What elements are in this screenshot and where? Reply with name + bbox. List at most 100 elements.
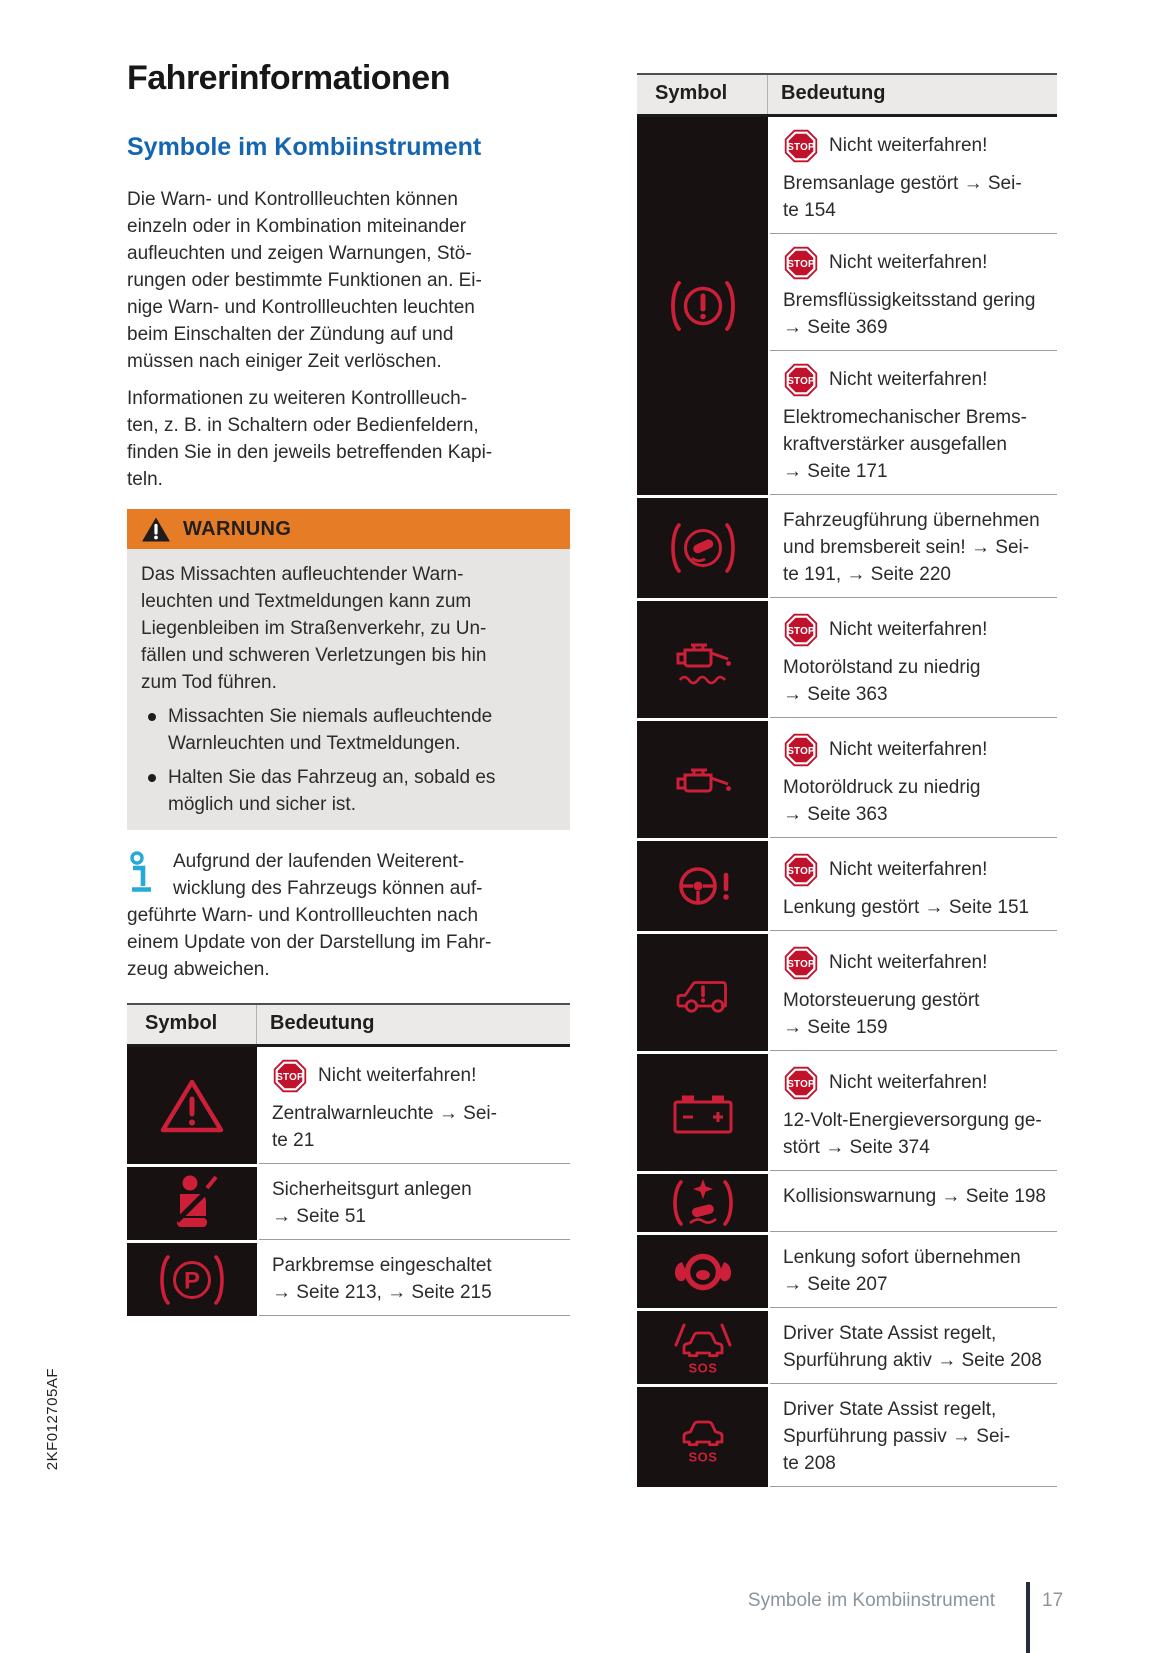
svg-text:STOP: STOP [787, 376, 815, 387]
footer-divider [1026, 1582, 1030, 1653]
stop-label: Nicht weiterfahren! [829, 952, 988, 973]
meaning-cell: STOP Nicht weiterfahren! Zentralwarnleucht… [259, 1047, 570, 1164]
svg-text:STOP: STOP [787, 1079, 815, 1090]
right-column: Symbol Bedeutung STOP Nicht weiterfahren! Br… [637, 73, 1057, 1487]
meaning-entry: Kollisionswarnung → Seite 198 [770, 1174, 1057, 1219]
svg-text:STOP: STOP [787, 866, 815, 877]
meaning-text: Zentralwarnleuchte → Sei- te 21 [272, 1103, 497, 1151]
meaning-cell: STOP Nicht weiterfahren! Motorsteuerung ge… [770, 934, 1057, 1051]
meaning-entry: STOP Nicht weiterfahren! Motorsteuerung ge… [770, 934, 1057, 1050]
meaning-cell: STOP Nicht weiterfahren! Bremsanlage gestö… [770, 117, 1057, 495]
symbol-cell [127, 1167, 257, 1240]
svg-text:SOS: SOS [688, 1360, 717, 1375]
meaning-entry: STOP Nicht weiterfahren! Motoröldruck zu n… [770, 721, 1057, 837]
stop-label: Nicht weiterfahren! [829, 252, 988, 273]
meaning-entry: Lenkung sofort übernehmen → Seite 207 [770, 1235, 1057, 1307]
table-row: Lenkung sofort übernehmen → Seite 207 [637, 1235, 1057, 1308]
meaning-entry: STOP Nicht weiterfahren! Zentralwarnleucht… [259, 1047, 570, 1163]
info-note: Aufgrund der laufenden Weiterent- wicklu… [127, 848, 570, 983]
column-header-bedeutung: Bedeutung [781, 82, 886, 104]
symbol-cell [637, 1235, 768, 1308]
meaning-entry: STOP Nicht weiterfahren! Motorölstand zu n… [770, 601, 1057, 717]
symbol-cell [637, 841, 768, 931]
meaning-text: Motoröldruck zu niedrig → Seite 363 [783, 777, 981, 825]
table-row: STOP Nicht weiterfahren! Zentralwarnleucht… [127, 1047, 570, 1164]
symbol-cell: P [127, 1243, 257, 1316]
meaning-text: Motorsteuerung gestört → Seite 159 [783, 990, 980, 1038]
stop-badge-icon: STOP [783, 1065, 819, 1101]
footer-section-title: Symbole im Kombiinstrument [747, 1590, 995, 1611]
collision-warning-icon [668, 1175, 738, 1231]
meaning-entry: STOP Nicht weiterfahren! Lenkung gestört →… [770, 841, 1057, 930]
stop-badge-icon: STOP [783, 362, 819, 398]
stop-line: STOP Nicht weiterfahren! [783, 945, 1051, 981]
oil-level-icon [672, 633, 734, 687]
symbol-table-left: Symbol Bedeutung STOP Nicht weiterfahren! Ze… [127, 1003, 570, 1316]
meaning-entry: Fahrzeugführung übernehmen und bremsbere… [770, 498, 1057, 597]
lane-passive-sos-icon: SOS [672, 1408, 734, 1466]
stop-badge-icon: STOP [783, 732, 819, 768]
meaning-entry: Parkbremse eingeschaltet → Seite 213, → … [259, 1243, 570, 1315]
svg-text:STOP: STOP [787, 626, 815, 637]
svg-text:STOP: STOP [276, 1072, 304, 1083]
symbol-cell [637, 934, 768, 1051]
stop-label: Nicht weiterfahren! [829, 619, 988, 640]
svg-text:STOP: STOP [787, 959, 815, 970]
meaning-entry: STOP Nicht weiterfahren! 12-Volt-Energieve… [770, 1054, 1057, 1170]
meaning-cell: STOP Nicht weiterfahren! Lenkung gestört →… [770, 841, 1057, 931]
meaning-entry: STOP Nicht weiterfahren! Elektromechanisch… [770, 350, 1057, 494]
meaning-text: Driver State Assist regelt, Spurführung … [783, 1323, 1042, 1371]
warning-triangle-icon [141, 516, 171, 543]
stop-line: STOP Nicht weiterfahren! [783, 245, 1051, 281]
brake-assist-icon [668, 521, 738, 575]
svg-text:STOP: STOP [787, 746, 815, 757]
stop-badge-icon: STOP [272, 1058, 308, 1094]
stop-badge-icon: STOP [783, 852, 819, 888]
footer-page-number: 17 [1042, 1590, 1064, 1611]
steering-takeover-icon [670, 1248, 736, 1296]
info-note-text: Aufgrund der laufenden Weiterent- wicklu… [127, 851, 492, 980]
stop-label: Nicht weiterfahren! [829, 1072, 988, 1093]
table-row: STOP Nicht weiterfahren! Bremsanlage gestö… [637, 117, 1057, 495]
stop-line: STOP Nicht weiterfahren! [783, 362, 1051, 398]
stop-line: STOP Nicht weiterfahren! [783, 852, 1051, 888]
table-row: STOP Nicht weiterfahren! Motorsteuerung ge… [637, 934, 1057, 1051]
battery-icon [670, 1090, 736, 1136]
warning-body: Das Missachten aufleuchtender Warn- leuc… [127, 549, 570, 830]
page-title: Fahrerinformationen [127, 59, 450, 97]
lane-active-sos-icon: SOS [672, 1319, 734, 1377]
symbol-cell [637, 498, 768, 598]
meaning-cell: STOP Nicht weiterfahren! Motorölstand zu n… [770, 601, 1057, 718]
warning-text: Das Missachten aufleuchtender Warn- leuc… [141, 564, 487, 693]
stop-line: STOP Nicht weiterfahren! [783, 612, 1051, 648]
warning-label: WARNUNG [183, 517, 292, 540]
meaning-entry: STOP Nicht weiterfahren! Bremsflüssigkeits… [770, 233, 1057, 350]
meaning-cell: Driver State Assist regelt, Spurführung … [770, 1311, 1057, 1384]
table-row: Fahrzeugführung übernehmen und bremsbere… [637, 498, 1057, 598]
stop-label: Nicht weiterfahren! [318, 1065, 477, 1086]
table-header: Symbol Bedeutung [637, 73, 1057, 117]
meaning-cell: Sicherheitsgurt anlegen → Seite 51 [259, 1167, 570, 1240]
stop-label: Nicht weiterfahren! [829, 859, 988, 880]
svg-text:STOP: STOP [787, 259, 815, 270]
table-row: STOP Nicht weiterfahren! Lenkung gestört →… [637, 841, 1057, 931]
meaning-cell: STOP Nicht weiterfahren! Motoröldruck zu n… [770, 721, 1057, 838]
stop-label: Nicht weiterfahren! [829, 369, 988, 390]
section-heading: Symbole im Kombiinstrument [127, 133, 482, 161]
meaning-text: Fahrzeugführung übernehmen und bremsbere… [783, 510, 1040, 585]
symbol-cell [637, 117, 768, 495]
symbol-cell: SOS [637, 1311, 768, 1384]
table-row: P Parkbremse eingeschaltet → Seite 213, →… [127, 1243, 570, 1316]
stop-badge-icon: STOP [783, 945, 819, 981]
warning-bullet: Halten Sie das Fahrzeug an, sobald es mö… [141, 764, 556, 818]
seatbelt-icon [163, 1173, 221, 1235]
meaning-text: 12-Volt-Energieversorgung ge- stört → Se… [783, 1110, 1042, 1158]
svg-text:SOS: SOS [688, 1450, 717, 1465]
meaning-cell: Fahrzeugführung übernehmen und bremsbere… [770, 498, 1057, 598]
warning-bullet-list: Missachten Sie niemals aufleuchtende War… [141, 703, 556, 818]
meaning-cell: Lenkung sofort übernehmen → Seite 207 [770, 1235, 1057, 1308]
meaning-text: Bremsflüssigkeitsstand gering → Seite 36… [783, 290, 1036, 338]
meaning-text: Elektromechanischer Brems- kraftverstärk… [783, 407, 1027, 482]
stop-badge-icon: STOP [783, 128, 819, 164]
